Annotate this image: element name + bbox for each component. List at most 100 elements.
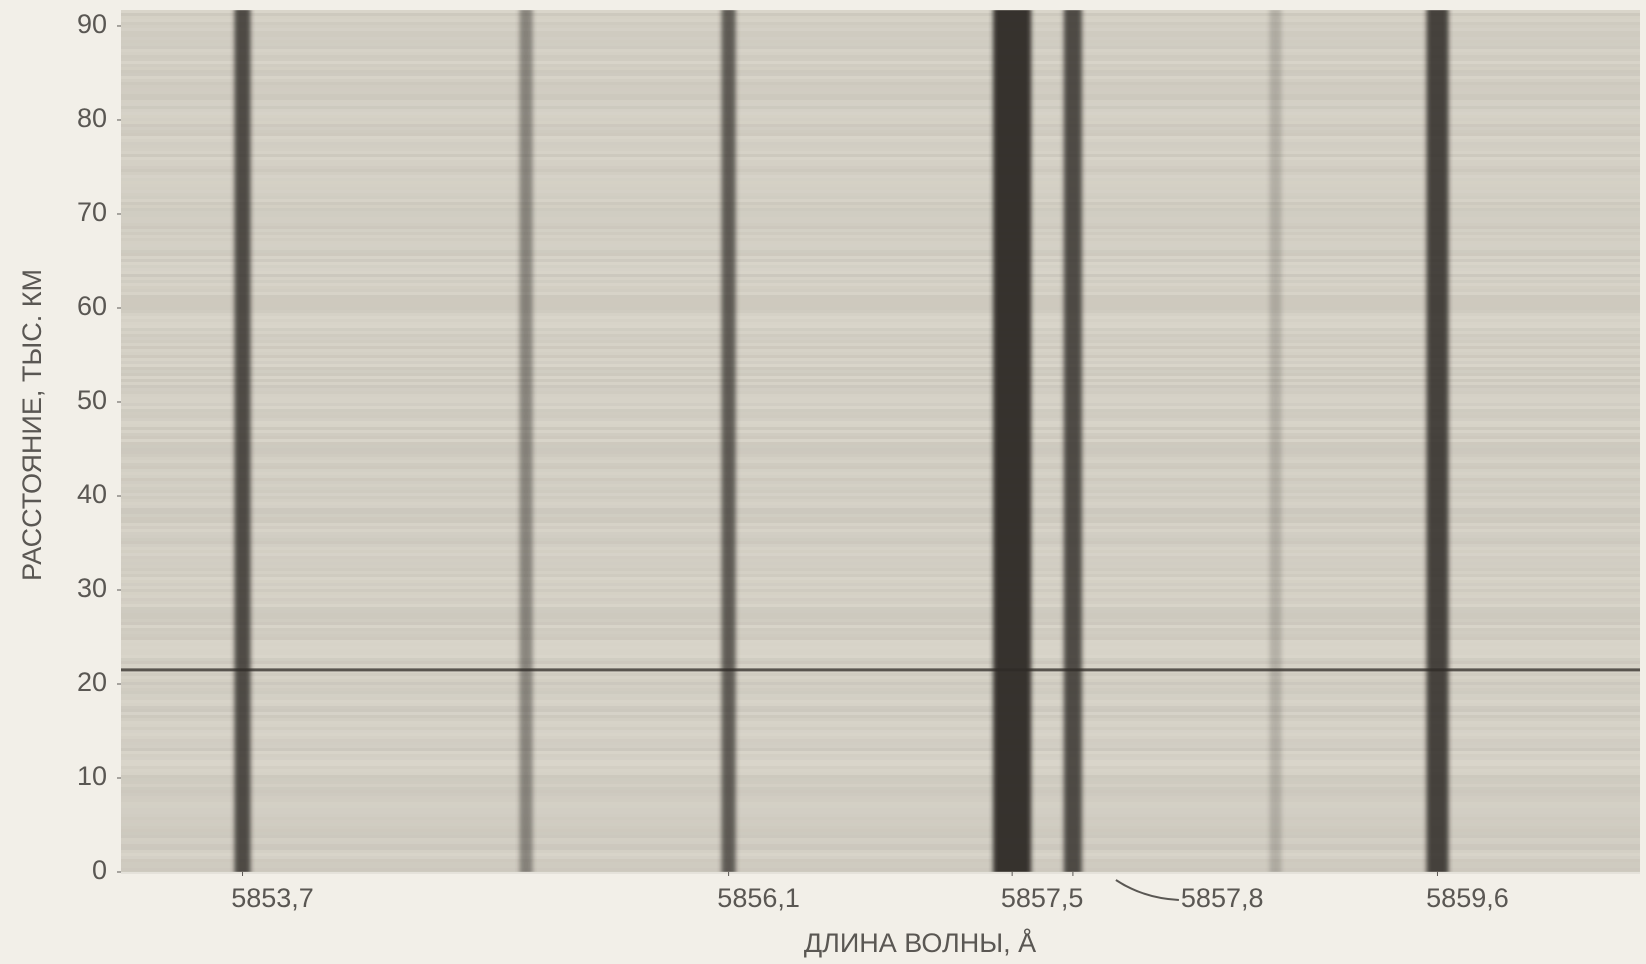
streak — [121, 727, 1640, 730]
streak — [121, 601, 1640, 604]
streak — [121, 283, 1640, 286]
streak — [121, 721, 1640, 724]
streak — [121, 508, 1640, 511]
streak — [121, 841, 1640, 844]
streak — [121, 817, 1640, 820]
streak — [121, 583, 1640, 586]
streak — [121, 160, 1640, 163]
streak — [121, 649, 1640, 652]
streak — [121, 265, 1640, 268]
streak — [121, 454, 1640, 457]
streak — [121, 373, 1640, 376]
streak — [121, 763, 1640, 766]
streak — [121, 43, 1640, 46]
streak — [121, 850, 1640, 853]
streak — [121, 787, 1640, 790]
streak — [121, 181, 1640, 184]
streak — [121, 745, 1640, 748]
streak — [121, 853, 1640, 856]
streak — [121, 538, 1640, 541]
streak — [121, 613, 1640, 616]
streak — [121, 49, 1640, 52]
streak — [121, 607, 1640, 610]
spectral-line — [1269, 10, 1281, 872]
streak — [121, 760, 1640, 763]
streak — [121, 244, 1640, 247]
streak — [121, 814, 1640, 817]
streak — [121, 289, 1640, 292]
streak — [121, 619, 1640, 622]
streak — [121, 589, 1640, 592]
streak — [121, 352, 1640, 355]
streak — [121, 451, 1640, 454]
streak — [121, 421, 1640, 424]
streak — [121, 325, 1640, 328]
streak — [121, 301, 1640, 304]
streak — [121, 595, 1640, 598]
streak — [121, 586, 1640, 589]
streak — [121, 397, 1640, 400]
streak — [121, 739, 1640, 742]
streak — [121, 769, 1640, 772]
streak — [121, 871, 1640, 874]
spectral-line — [520, 10, 533, 872]
streak — [121, 652, 1640, 655]
x-tick-label: 5857,5 — [1001, 883, 1084, 913]
streak — [121, 370, 1640, 373]
streak — [121, 151, 1640, 154]
streak — [121, 214, 1640, 217]
streak — [121, 73, 1640, 76]
streak — [121, 70, 1640, 73]
streak — [121, 148, 1640, 151]
leader-line — [1116, 880, 1179, 900]
y-tick-label: 50 — [77, 385, 107, 415]
streak — [121, 229, 1640, 232]
streak — [121, 55, 1640, 58]
streak — [121, 628, 1640, 631]
streak — [121, 793, 1640, 796]
streak — [121, 211, 1640, 214]
streak — [121, 22, 1640, 25]
streak — [121, 808, 1640, 811]
streak — [121, 418, 1640, 421]
streak — [121, 799, 1640, 802]
streak — [121, 28, 1640, 31]
streak — [121, 94, 1640, 97]
streak — [121, 31, 1640, 34]
streak — [121, 742, 1640, 745]
streak — [121, 724, 1640, 727]
streak — [121, 340, 1640, 343]
streak — [121, 535, 1640, 538]
streak — [121, 703, 1640, 706]
streak — [121, 52, 1640, 55]
streak — [121, 700, 1640, 703]
streak — [121, 556, 1640, 559]
streak — [121, 826, 1640, 829]
streak — [121, 499, 1640, 502]
streak — [121, 658, 1640, 661]
spectral-line — [235, 10, 251, 872]
y-tick-label: 70 — [77, 197, 107, 227]
streak — [121, 130, 1640, 133]
streak — [121, 697, 1640, 700]
streak — [121, 166, 1640, 169]
streak — [121, 655, 1640, 658]
streak — [121, 661, 1640, 664]
streak — [121, 505, 1640, 508]
streak — [121, 343, 1640, 346]
x-tick-label: 5853,7 — [231, 883, 314, 913]
streak — [121, 286, 1640, 289]
streak — [121, 103, 1640, 106]
streak — [121, 349, 1640, 352]
streak — [121, 484, 1640, 487]
y-tick-label: 10 — [77, 761, 107, 791]
streak — [121, 616, 1640, 619]
streak — [121, 202, 1640, 205]
streak — [121, 241, 1640, 244]
streak — [121, 718, 1640, 721]
streak — [121, 298, 1640, 301]
streak — [121, 232, 1640, 235]
streak — [121, 868, 1640, 871]
streak — [121, 541, 1640, 544]
streak — [121, 220, 1640, 223]
